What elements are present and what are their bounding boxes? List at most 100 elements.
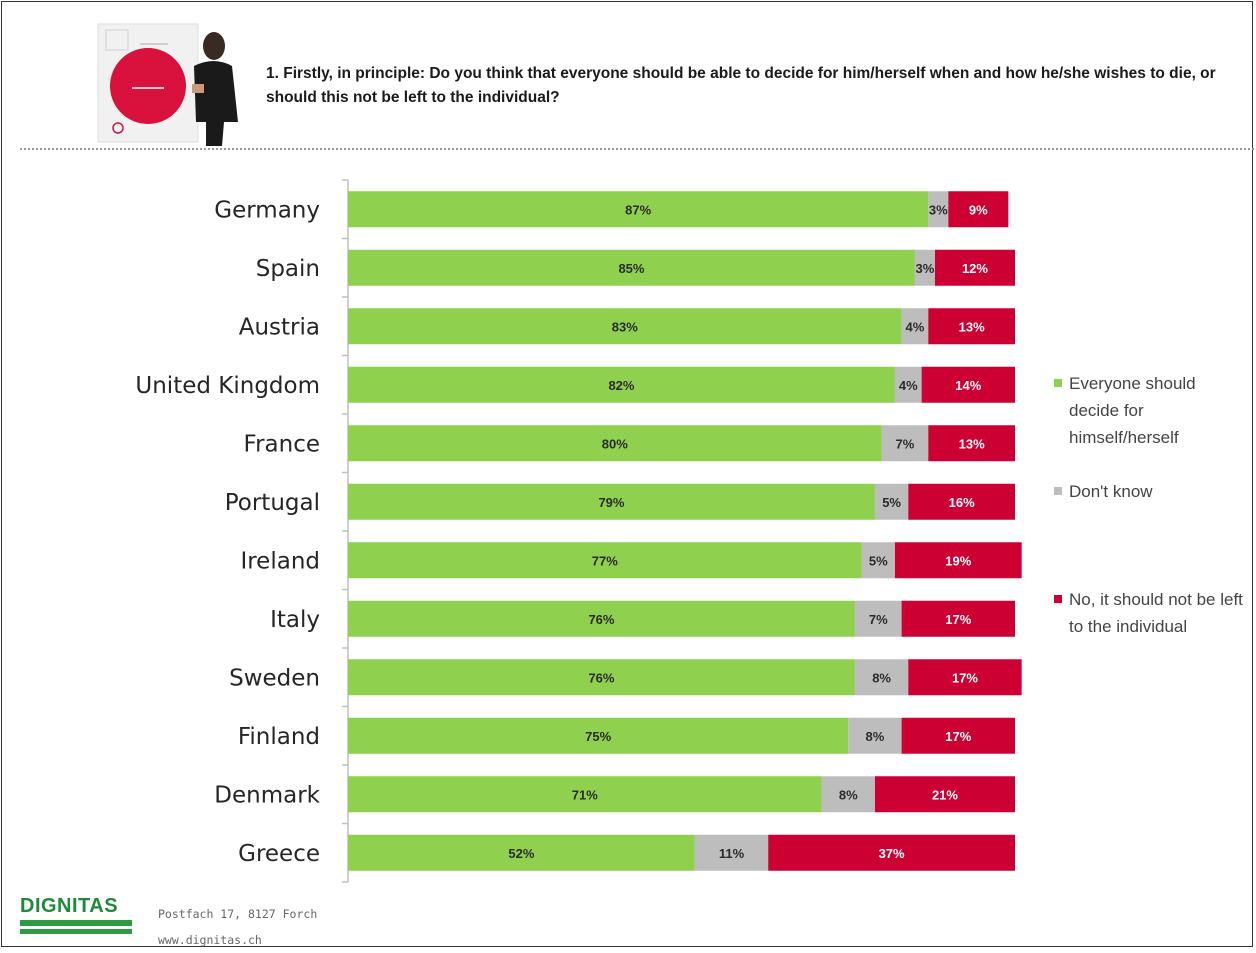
category-label: Portugal bbox=[225, 490, 320, 516]
bar-segment-dont-know bbox=[894, 366, 922, 403]
data-label-dont-know: 5% bbox=[882, 495, 901, 510]
data-label-yes: 82% bbox=[608, 378, 634, 393]
bar-segment-yes bbox=[348, 425, 882, 462]
bar-segment-yes bbox=[348, 717, 849, 754]
dignitas-logo: DIGNITAS bbox=[20, 895, 132, 934]
bar-segment-dont-know bbox=[901, 308, 929, 345]
category-label: Ireland bbox=[240, 548, 320, 574]
data-label-yes: 75% bbox=[585, 729, 611, 744]
bar-segment-no bbox=[928, 308, 1015, 345]
footer-website: www.dignitas.ch bbox=[158, 933, 262, 947]
category-label: Germany bbox=[214, 197, 320, 223]
bar-segment-dont-know bbox=[694, 834, 769, 871]
data-label-yes: 83% bbox=[612, 319, 638, 334]
data-label-dont-know: 8% bbox=[866, 729, 885, 744]
divider bbox=[20, 148, 1254, 150]
data-label-no: 14% bbox=[955, 378, 981, 393]
bar-segment-no bbox=[901, 600, 1015, 637]
bar-segment-yes bbox=[348, 542, 862, 579]
data-label-yes: 87% bbox=[625, 202, 651, 217]
footer-address: Postfach 17, 8127 Forch bbox=[158, 907, 318, 921]
category-label: Greece bbox=[238, 841, 320, 867]
data-label-no: 37% bbox=[879, 846, 905, 861]
bar-segment-no bbox=[768, 834, 1015, 871]
legend-label-dont-know: Don't know bbox=[1069, 482, 1153, 501]
data-label-yes: 79% bbox=[598, 495, 624, 510]
bar-segment-dont-know bbox=[861, 542, 895, 579]
legend-label-no: No, it should not be left to the individ… bbox=[1069, 590, 1243, 636]
data-label-dont-know: 11% bbox=[719, 846, 745, 861]
data-label-yes: 71% bbox=[572, 787, 598, 802]
data-label-dont-know: 3% bbox=[929, 202, 948, 217]
bar-segment-yes bbox=[348, 191, 929, 228]
bar-segment-no bbox=[928, 425, 1015, 462]
data-label-no: 13% bbox=[959, 436, 985, 451]
data-label-no: 12% bbox=[962, 261, 988, 276]
bar-segment-yes bbox=[348, 776, 822, 813]
stacked-bar-chart: Germany 87% 3% 9% Spain 85% 3% 12% Austria 83% 4% 1… bbox=[135, 179, 1022, 883]
bar-segment-no bbox=[908, 483, 1015, 520]
category-label: Sweden bbox=[229, 665, 320, 691]
bar-segment-dont-know bbox=[848, 717, 902, 754]
category-label: Denmark bbox=[214, 782, 320, 808]
data-label-yes: 76% bbox=[588, 670, 614, 685]
bar-segment-yes bbox=[348, 308, 902, 345]
bar-segment-dont-know bbox=[881, 425, 929, 462]
legend-item-no: No, it should not be left to the individ… bbox=[1054, 586, 1244, 640]
data-label-dont-know: 4% bbox=[906, 319, 925, 334]
legend-item-yes: Everyone should decide for himself/herse… bbox=[1054, 370, 1244, 451]
question-title: 1. Firstly, in principle: Do you think t… bbox=[266, 65, 1216, 106]
data-label-yes: 80% bbox=[602, 436, 628, 451]
legend-swatch-no bbox=[1054, 595, 1062, 603]
footer-contact: Postfach 17, 8127 Forch www.dignitas.ch bbox=[158, 901, 317, 953]
logo-text: DIGNITAS bbox=[20, 895, 119, 917]
data-label-dont-know: 7% bbox=[896, 436, 915, 451]
data-label-no: 16% bbox=[949, 495, 975, 510]
logo-stripe bbox=[20, 929, 132, 934]
bar-segment-yes bbox=[348, 366, 895, 403]
data-label-no: 9% bbox=[969, 202, 988, 217]
category-label: Austria bbox=[239, 314, 320, 340]
data-label-dont-know: 5% bbox=[869, 553, 888, 568]
bar-segment-no bbox=[948, 191, 1009, 228]
bar-segment-no bbox=[901, 717, 1015, 754]
data-label-no: 17% bbox=[945, 729, 971, 744]
bar-segment-dont-know bbox=[914, 249, 935, 286]
legend-label-yes: Everyone should decide for himself/herse… bbox=[1069, 374, 1196, 447]
data-label-yes: 77% bbox=[592, 553, 618, 568]
bar-segment-no bbox=[894, 542, 1022, 579]
data-label-dont-know: 4% bbox=[899, 378, 918, 393]
bar-segment-dont-know bbox=[874, 483, 909, 520]
legend-item-dont-know: Don't know bbox=[1054, 478, 1153, 505]
bar-segment-yes bbox=[348, 483, 875, 520]
bar-segment-dont-know bbox=[854, 659, 909, 696]
data-label-dont-know: 3% bbox=[916, 261, 935, 276]
data-label-yes: 76% bbox=[588, 612, 614, 627]
data-label-no: 17% bbox=[945, 612, 971, 627]
bar-segment-dont-know bbox=[854, 600, 902, 637]
data-label-no: 13% bbox=[959, 319, 985, 334]
bar-segment-no bbox=[934, 249, 1015, 286]
bar-segment-dont-know bbox=[821, 776, 875, 813]
presenter-illustration bbox=[97, 23, 238, 146]
logo-stripe bbox=[20, 920, 132, 926]
legend-swatch-yes bbox=[1054, 379, 1062, 387]
bar-segment-yes bbox=[348, 834, 695, 871]
data-label-dont-know: 7% bbox=[869, 612, 888, 627]
category-label: France bbox=[244, 431, 320, 457]
bar-segment-dont-know bbox=[928, 191, 949, 228]
data-label-yes: 85% bbox=[618, 261, 644, 276]
category-label: Italy bbox=[270, 607, 320, 633]
data-label-no: 19% bbox=[945, 553, 971, 568]
category-label: United Kingdom bbox=[135, 373, 320, 399]
legend-swatch-dont-know bbox=[1054, 487, 1062, 495]
bar-segment-yes bbox=[348, 659, 855, 696]
data-label-no: 17% bbox=[952, 670, 978, 685]
data-label-yes: 52% bbox=[508, 846, 534, 861]
bar-segment-no bbox=[874, 776, 1015, 813]
category-label: Finland bbox=[238, 724, 320, 750]
bar-segment-yes bbox=[348, 600, 855, 637]
data-label-dont-know: 8% bbox=[872, 670, 891, 685]
category-label: Spain bbox=[256, 256, 320, 282]
